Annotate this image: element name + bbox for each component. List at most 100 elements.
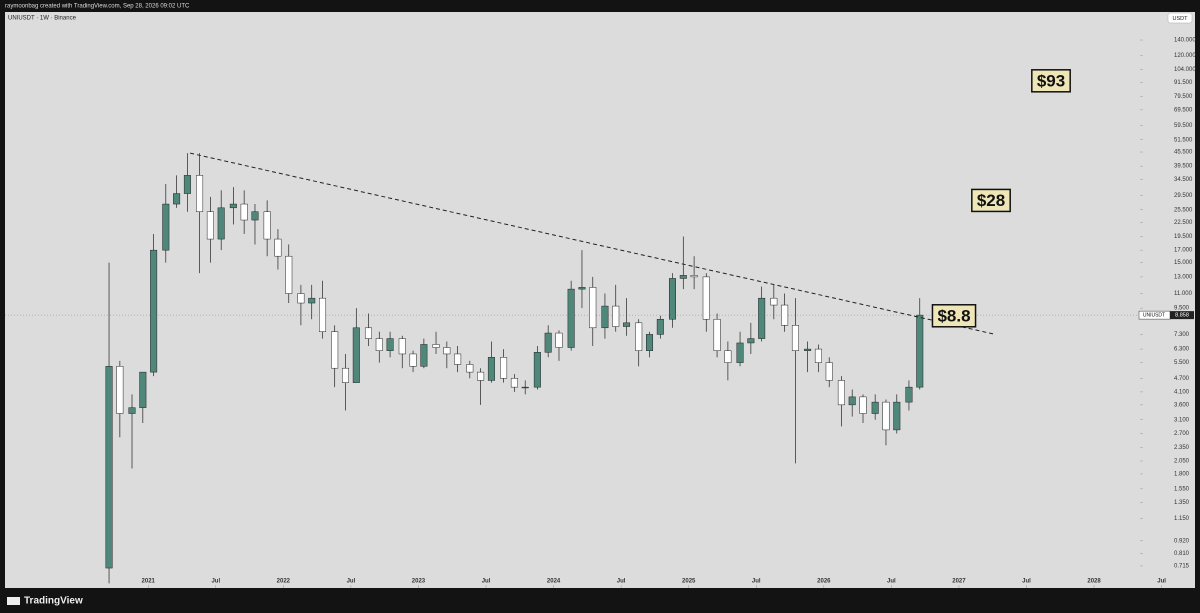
x-tick-label: Jul [887,579,896,585]
y-tick-label: 104.000 [1174,67,1196,73]
candle-body [285,255,293,294]
candle-body [331,331,339,369]
candle-body [229,203,237,209]
y-tick-label: 6.300 [1174,347,1190,353]
candle-body [297,293,305,304]
x-tick-label: 2021 [142,579,156,585]
candle-body [646,334,654,351]
y-tick-label: 1.550 [1174,486,1190,492]
trendline [190,152,996,335]
y-tick-label: 2.050 [1174,459,1190,465]
candle-body [274,238,282,257]
y-tick-label: 1.150 [1174,516,1190,522]
candle-body [623,322,631,327]
candle-body [162,203,170,251]
candle-body [837,380,845,406]
candle-body [747,338,755,344]
candle-body [386,338,394,351]
candle-body [555,332,563,348]
y-tick-label: 4.100 [1174,389,1190,395]
candle-body [736,342,744,363]
candle-body [724,350,732,363]
candle-body [758,297,766,339]
x-tick-label: Jul [347,579,356,585]
candle-body [612,305,620,327]
symbol-label: UNIUSDT [1143,312,1165,318]
candle-body [702,276,710,320]
candle-body [533,352,541,388]
y-tick-label: 2.350 [1174,445,1190,451]
price-label: 8.858 [1175,313,1189,319]
x-tick-label: 2023 [412,579,426,585]
candle-body [635,322,643,351]
y-tick-label: 91.500 [1174,80,1193,86]
x-tick-label: 2024 [547,579,561,585]
candle-body [443,347,451,355]
candle-body [240,203,248,221]
annotation-box [931,304,977,328]
annotation: $8.8 [931,304,977,328]
y-tick-label: 120.000 [1174,53,1196,59]
candle-body [905,386,913,403]
candle-body [454,353,462,365]
y-tick-label: 9.500 [1174,306,1190,312]
candle-body [105,366,113,569]
candle-body [882,401,890,431]
candle-body [116,366,124,414]
y-tick-label: 3.100 [1174,417,1190,423]
candle-body [848,396,856,406]
x-tick-label: 2025 [682,579,696,585]
candle-body [342,367,349,383]
annotation-box [971,188,1011,213]
candle-body [409,353,417,367]
y-tick-label: 0.715 [1174,564,1190,570]
candle-body [578,287,586,290]
candle-body [217,207,225,240]
candle-body [364,327,372,339]
candle-body [656,318,664,335]
candle-body [791,325,799,351]
candle-body [500,357,508,379]
x-tick-label: Jul [211,579,220,585]
candle-body [308,297,316,304]
x-tick-label: 2027 [952,579,966,585]
price-badge [1170,311,1194,320]
candle-body [804,348,812,351]
candle-body [319,297,327,332]
candle-body [196,175,204,212]
y-tick-label: 15.000 [1174,260,1193,266]
y-tick-label: 11.000 [1174,291,1193,297]
candle-body [521,386,529,389]
candle-body [690,275,698,278]
candle-body [420,344,428,367]
x-tick-label: Jul [617,579,626,585]
credit: raymoonbag created with TradingView.com,… [5,4,190,10]
plot-background [5,12,1195,588]
currency-box [1167,12,1193,24]
x-tick-label: Jul [1157,579,1166,585]
y-tick-label: 59.500 [1174,123,1193,129]
y-tick-label: 1.350 [1174,500,1190,506]
candle-body [398,338,406,355]
logo: TradingView [24,596,83,607]
y-tick-label: 39.500 [1174,164,1193,170]
candle-body [713,318,721,351]
candle-body [432,344,440,348]
candle-body [781,304,789,326]
candle-body [893,401,901,431]
y-tick-label: 22.500 [1174,220,1193,226]
y-tick-label: 29.500 [1174,193,1193,199]
candle-body [139,371,147,408]
candle-body [871,401,879,414]
y-tick-label: 51.500 [1174,137,1193,143]
candle-body [183,175,191,194]
y-tick-label: 45.500 [1174,150,1193,156]
x-tick-label: 2022 [277,579,291,585]
y-tick-label: 69.500 [1174,107,1193,113]
y-tick-label: 140.000 [1174,38,1196,44]
x-tick-label: Jul [482,579,491,585]
candle-body [263,211,271,240]
annotation-label: $93 [1037,71,1065,90]
